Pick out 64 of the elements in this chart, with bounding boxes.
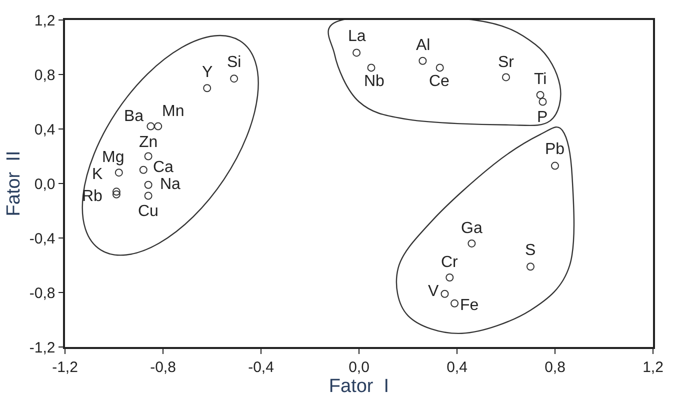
point [112,190,120,198]
annotation: Ti [534,71,547,88]
annotation: Na [160,176,181,193]
annotation: Cr [441,254,459,271]
point [144,152,152,160]
point [551,162,559,170]
annotation: Fe [460,297,479,314]
annotation: Mg [102,149,124,166]
y-tick-label: -0,8 [29,284,56,302]
annotation: Ba [124,108,144,125]
y-tick-label: 0,0 [34,176,56,193]
point [203,84,212,92]
point [367,64,376,72]
annotation: K [92,166,103,183]
annotation: P [537,109,548,126]
point [146,122,155,130]
point [144,180,152,189]
point [139,166,148,174]
annotation: Ga [461,220,482,237]
annotation: Cu [138,203,158,220]
point [114,168,123,177]
annotation: Zn [139,134,158,151]
x-tick-label: 0,4 [446,358,468,376]
x-tick-label: 0,0 [348,358,370,376]
point [502,73,510,82]
y-tick-label: 0,4 [34,121,56,138]
annotation: S [525,242,536,259]
annotation: Si [227,54,242,71]
point [112,188,120,196]
x-tick-label: -1,2 [52,358,78,376]
annotation: Pb [545,141,565,158]
point [418,56,427,65]
y-axis-title: Fator II [4,150,25,216]
x-axis-title: Fator I [328,376,390,398]
annotation: Ca [153,159,174,176]
annotation: La [348,28,366,45]
point [468,239,476,248]
point [538,98,547,106]
annotation: Al [416,37,430,54]
point [436,64,444,72]
y-tick-label: 1,2 [34,12,56,30]
annotation: Ce [429,73,450,90]
y-tick-label: 0,8 [34,66,56,84]
point [144,192,152,200]
point [352,48,361,57]
point [536,90,544,99]
point [450,299,459,308]
x-tick-label: 1,2 [642,358,664,376]
point [446,274,454,282]
x-tick-label: -0,8 [150,358,176,376]
annotation: Rb [82,188,103,205]
point [230,74,238,83]
point [440,290,449,298]
y-tick-label: -0,4 [29,230,56,248]
annotation: Sr [498,54,515,71]
x-tick-label: -0,4 [248,358,274,376]
x-tick-label: 0,8 [544,358,566,376]
annotation: Nb [364,73,385,90]
annotation: V [428,283,439,300]
annotation: Y [202,64,213,81]
point [526,262,534,271]
annotation: Mn [162,103,184,120]
point [154,122,162,130]
y-tick-label: -1,2 [29,339,56,356]
